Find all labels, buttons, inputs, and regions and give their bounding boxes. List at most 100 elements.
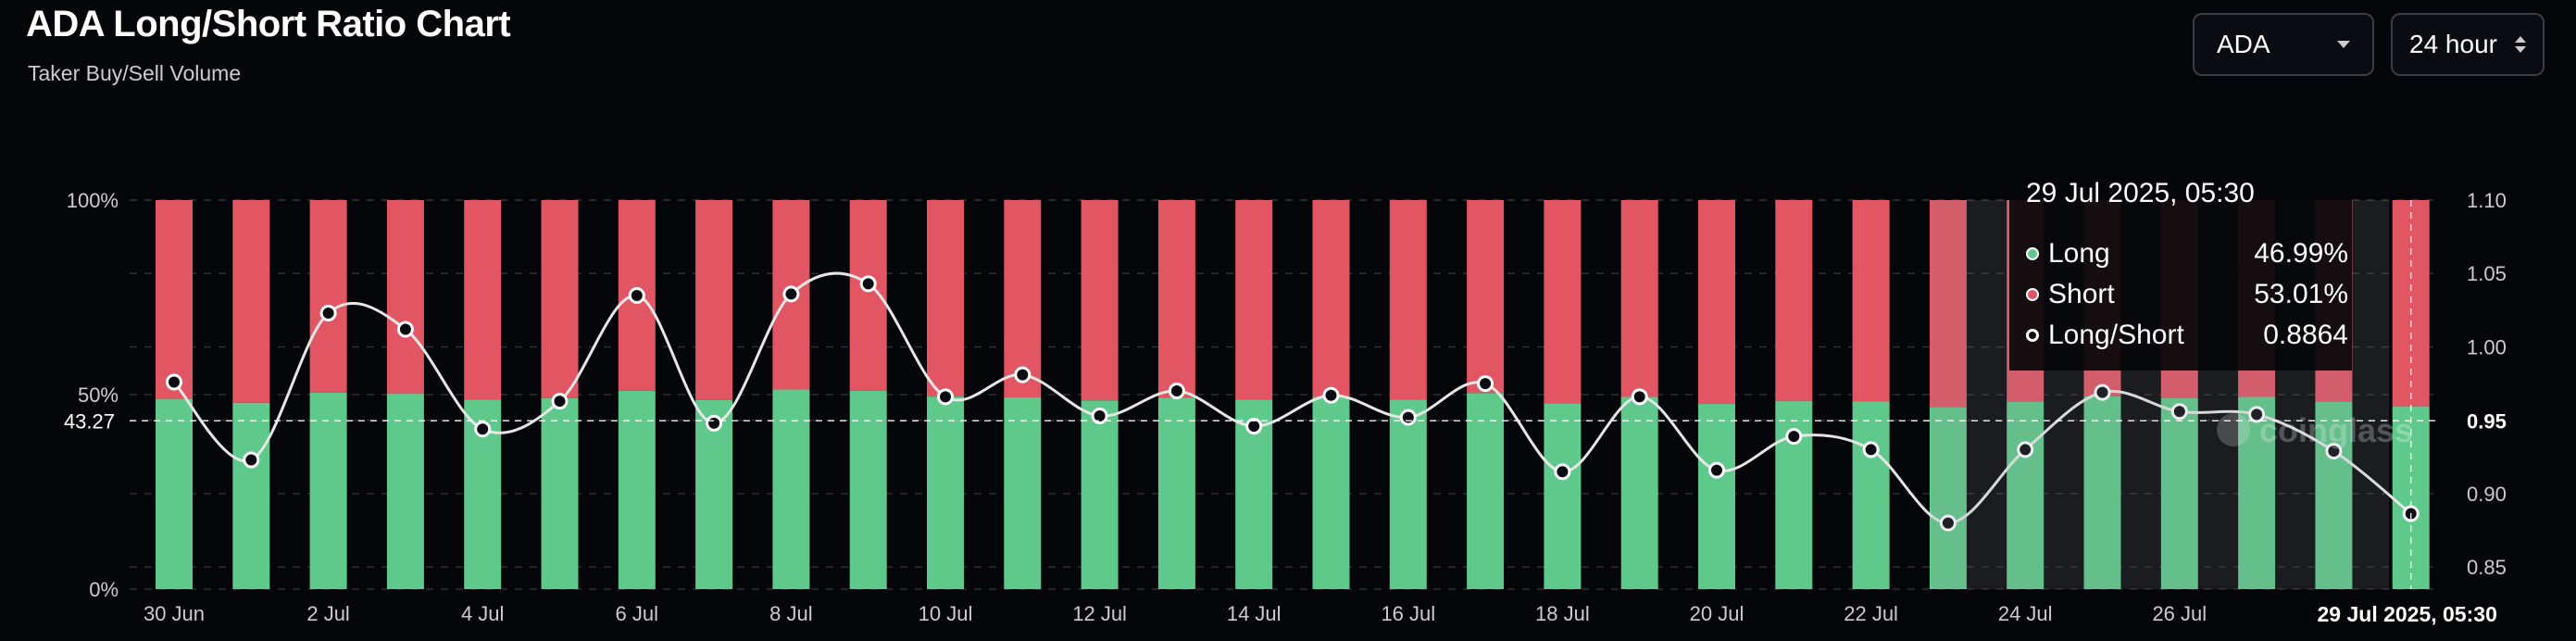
ratio-point-19 <box>1631 388 1648 406</box>
short-bar-23 <box>1929 200 1967 408</box>
ratio-point-2 <box>319 305 337 322</box>
crosshair-right-label-bg <box>2456 404 2520 436</box>
x-tick-label: 8 Jul <box>769 602 812 625</box>
long-dot-icon <box>2026 247 2039 260</box>
long-bar-20 <box>1698 404 1735 589</box>
x-tick-label: 2 Jul <box>306 602 349 625</box>
ratio-point-4 <box>474 421 492 438</box>
long-bar-1 <box>232 402 270 589</box>
ratio-point-8 <box>782 285 800 303</box>
asset-select-value: ADA <box>2217 30 2270 58</box>
long-bar-12 <box>1081 400 1119 589</box>
long-bar-18 <box>1544 403 1582 589</box>
tooltip-long-label: Long <box>2048 238 2110 269</box>
long-bar-6 <box>618 390 656 589</box>
ratio-point-5 <box>551 393 569 410</box>
page-subtitle: Taker Buy/Sell Volume <box>28 61 242 85</box>
ratio-point-0 <box>166 373 182 391</box>
y-right-tick-label: 1.10 <box>2467 189 2507 212</box>
x-tick-label: 14 Jul <box>1227 602 1282 625</box>
tooltip-short-label: Short <box>2048 279 2115 309</box>
short-bar-0 <box>156 200 193 399</box>
tooltip-row-ratio: Long/Short 0.8864 <box>2026 317 2348 354</box>
y-right-tick-label: 1.00 <box>2467 335 2507 358</box>
x-tick-label: 10 Jul <box>919 602 973 625</box>
tooltip-long-value: 46.99% <box>2254 238 2348 269</box>
short-bar-29 <box>2392 200 2430 407</box>
ratio-point-15 <box>1322 386 1340 404</box>
x-tick-label: 24 Jul <box>1998 602 2053 625</box>
x-tick-label: 20 Jul <box>1690 602 1744 625</box>
short-bar-1 <box>232 200 270 403</box>
short-bar-15 <box>1312 200 1350 397</box>
long-bar-10 <box>927 396 964 589</box>
long-bar-24 <box>2007 401 2045 589</box>
watermark-text: coinglass <box>2259 411 2413 449</box>
ratio-point-22 <box>1862 441 1880 459</box>
crosshair-date-label-bg <box>2295 597 2517 634</box>
ratio-point-21 <box>1785 428 1803 446</box>
tooltip-title: 29 Jul 2025, 05:30 <box>2026 178 2255 208</box>
ratio-point-27 <box>2248 406 2266 423</box>
crosshair-left-label: 43.27 <box>64 409 115 433</box>
tooltip-ratio-label: Long/Short <box>2048 320 2184 350</box>
ratio-point-10 <box>937 388 954 406</box>
ratio-point-11 <box>1014 366 1032 383</box>
x-tick-label: 30 Jun <box>144 602 205 625</box>
ratio-point-24 <box>2017 441 2034 459</box>
ratio-point-18 <box>1554 463 1571 481</box>
ratio-point-20 <box>1708 461 1725 479</box>
long-bar-23 <box>1929 407 1967 589</box>
long-bar-26 <box>2160 397 2198 589</box>
x-tick-label: 22 Jul <box>1844 602 1898 625</box>
asset-select[interactable]: ADA <box>2193 13 2374 76</box>
long-bar-22 <box>1852 401 1890 589</box>
x-tick-label: 12 Jul <box>1072 602 1127 625</box>
sort-updown-icon <box>2515 36 2526 53</box>
ratio-point-14 <box>1245 418 1263 435</box>
tooltip-ratio-value: 0.8864 <box>2263 320 2348 350</box>
ratio-point-7 <box>706 414 723 432</box>
x-tick-label: 16 Jul <box>1381 602 1435 625</box>
short-bar-16 <box>1389 200 1427 400</box>
short-bar-19 <box>1620 200 1658 397</box>
tooltip-short-value: 53.01% <box>2254 279 2348 309</box>
chart-tooltip: 29 Jul 2025, 05:30 Long 46.99% Short 53.… <box>2009 167 2352 371</box>
interval-select[interactable]: 24 hour <box>2391 13 2545 76</box>
ratio-point-6 <box>628 287 645 305</box>
short-bar-18 <box>1544 200 1582 404</box>
short-bar-5 <box>541 200 579 398</box>
long-bar-19 <box>1620 396 1658 589</box>
long-bar-16 <box>1389 399 1427 589</box>
short-bar-4 <box>464 200 502 400</box>
long-bar-0 <box>156 398 193 589</box>
ratio-point-23 <box>1939 514 1957 532</box>
long-bar-9 <box>849 390 887 589</box>
tooltip-row-long: Long 46.99% <box>2026 235 2348 272</box>
y-left-tick-label: 50% <box>78 383 119 407</box>
short-bar-11 <box>1004 200 1042 397</box>
ratio-point-1 <box>243 451 260 469</box>
short-bar-14 <box>1235 200 1273 400</box>
long-bar-29 <box>2392 406 2430 589</box>
ratio-point-16 <box>1399 408 1417 426</box>
long-bar-5 <box>541 397 579 589</box>
y-right-tick-label: 0.85 <box>2467 556 2507 579</box>
short-bar-21 <box>1775 200 1813 401</box>
short-bar-13 <box>1157 200 1195 398</box>
short-bar-17 <box>1467 200 1505 394</box>
ratio-point-17 <box>1477 375 1494 393</box>
ratio-point-28 <box>2325 443 2343 460</box>
short-bar-3 <box>386 200 424 394</box>
long-bar-2 <box>309 392 347 589</box>
crosshair-date-label: 29 Jul 2025, 05:30 <box>2318 602 2497 626</box>
long-bar-8 <box>772 389 810 589</box>
long-bar-27 <box>2238 396 2276 589</box>
long-bar-25 <box>2083 396 2121 589</box>
y-right-tick-label: 1.05 <box>2467 262 2507 285</box>
long-bar-13 <box>1157 397 1195 589</box>
short-bar-10 <box>927 200 964 397</box>
ratio-point-26 <box>2170 403 2188 421</box>
interval-select-value: 24 hour <box>2409 30 2497 58</box>
ratio-point-9 <box>859 275 877 293</box>
